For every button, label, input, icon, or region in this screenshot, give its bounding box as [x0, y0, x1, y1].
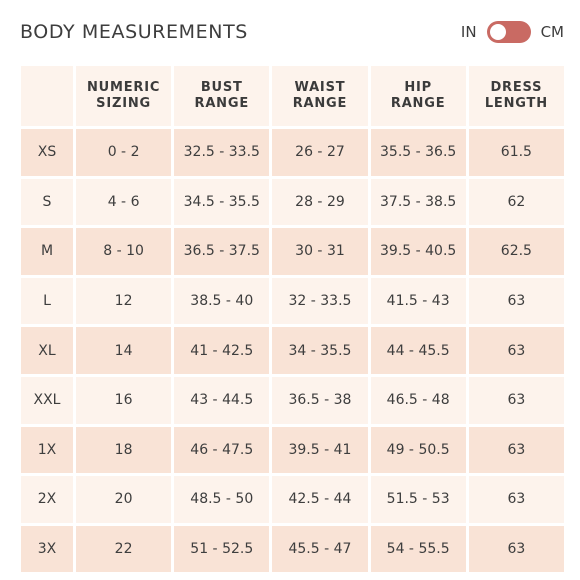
cell-hip-range: 37.5 - 38.5: [371, 179, 466, 226]
cell-dress-length: 63: [469, 526, 564, 573]
unit-label-cm[interactable]: CM: [541, 23, 564, 41]
page-title: BODY MEASUREMENTS: [20, 21, 248, 43]
unit-label-in[interactable]: IN: [461, 23, 477, 41]
cell-numeric-sizing: 16: [76, 377, 171, 424]
cell-size: S: [21, 179, 73, 226]
cell-size: L: [21, 278, 73, 325]
cell-dress-length: 63: [469, 377, 564, 424]
table-row: 1X 18 46 - 47.5 39.5 - 41 49 - 50.5 63: [21, 427, 564, 474]
column-header-waist-range: WAIST RANGE: [272, 66, 367, 126]
cell-hip-range: 51.5 - 53: [371, 476, 466, 523]
column-header-hip-range: HIP RANGE: [371, 66, 466, 126]
cell-numeric-sizing: 14: [76, 327, 171, 374]
table-row: XXL 16 43 - 44.5 36.5 - 38 46.5 - 48 63: [21, 377, 564, 424]
cell-hip-range: 54 - 55.5: [371, 526, 466, 573]
cell-waist-range: 39.5 - 41: [272, 427, 367, 474]
cell-numeric-sizing: 12: [76, 278, 171, 325]
cell-dress-length: 63: [469, 476, 564, 523]
unit-toggle: IN CM: [461, 21, 564, 43]
cell-waist-range: 45.5 - 47: [272, 526, 367, 573]
cell-bust-range: 36.5 - 37.5: [174, 228, 269, 275]
cell-size: 1X: [21, 427, 73, 474]
measurements-table: NUMERIC SIZING BUST RANGE WAIST RANGE HI…: [18, 63, 567, 575]
cell-hip-range: 35.5 - 36.5: [371, 129, 466, 176]
cell-dress-length: 61.5: [469, 129, 564, 176]
cell-hip-range: 49 - 50.5: [371, 427, 466, 474]
cell-size: XL: [21, 327, 73, 374]
size-chart: NUMERIC SIZING BUST RANGE WAIST RANGE HI…: [18, 63, 567, 575]
cell-size: 2X: [21, 476, 73, 523]
cell-size: XS: [21, 129, 73, 176]
column-header-size: [21, 66, 73, 126]
cell-bust-range: 43 - 44.5: [174, 377, 269, 424]
cell-bust-range: 38.5 - 40: [174, 278, 269, 325]
toggle-knob: [490, 24, 506, 40]
cell-dress-length: 62.5: [469, 228, 564, 275]
cell-size: M: [21, 228, 73, 275]
cell-hip-range: 44 - 45.5: [371, 327, 466, 374]
cell-numeric-sizing: 8 - 10: [76, 228, 171, 275]
cell-dress-length: 63: [469, 278, 564, 325]
column-header-bust-range: BUST RANGE: [174, 66, 269, 126]
cell-hip-range: 46.5 - 48: [371, 377, 466, 424]
cell-bust-range: 41 - 42.5: [174, 327, 269, 374]
unit-toggle-switch[interactable]: [487, 21, 531, 43]
cell-waist-range: 34 - 35.5: [272, 327, 367, 374]
table-row: 2X 20 48.5 - 50 42.5 - 44 51.5 - 53 63: [21, 476, 564, 523]
cell-size: 3X: [21, 526, 73, 573]
cell-hip-range: 39.5 - 40.5: [371, 228, 466, 275]
table-row: XL 14 41 - 42.5 34 - 35.5 44 - 45.5 63: [21, 327, 564, 374]
cell-bust-range: 46 - 47.5: [174, 427, 269, 474]
cell-dress-length: 63: [469, 327, 564, 374]
table-row: L 12 38.5 - 40 32 - 33.5 41.5 - 43 63: [21, 278, 564, 325]
cell-bust-range: 48.5 - 50: [174, 476, 269, 523]
cell-waist-range: 32 - 33.5: [272, 278, 367, 325]
cell-waist-range: 26 - 27: [272, 129, 367, 176]
cell-dress-length: 63: [469, 427, 564, 474]
cell-numeric-sizing: 22: [76, 526, 171, 573]
table-header-row: NUMERIC SIZING BUST RANGE WAIST RANGE HI…: [21, 66, 564, 126]
header: BODY MEASUREMENTS IN CM: [20, 14, 564, 50]
cell-numeric-sizing: 4 - 6: [76, 179, 171, 226]
cell-bust-range: 34.5 - 35.5: [174, 179, 269, 226]
table-row: 3X 22 51 - 52.5 45.5 - 47 54 - 55.5 63: [21, 526, 564, 573]
cell-bust-range: 32.5 - 33.5: [174, 129, 269, 176]
cell-bust-range: 51 - 52.5: [174, 526, 269, 573]
column-header-dress-length: DRESS LENGTH: [469, 66, 564, 126]
cell-numeric-sizing: 0 - 2: [76, 129, 171, 176]
cell-waist-range: 42.5 - 44: [272, 476, 367, 523]
column-header-numeric-sizing: NUMERIC SIZING: [76, 66, 171, 126]
table-row: XS 0 - 2 32.5 - 33.5 26 - 27 35.5 - 36.5 61.5: [21, 129, 564, 176]
cell-hip-range: 41.5 - 43: [371, 278, 466, 325]
cell-numeric-sizing: 18: [76, 427, 171, 474]
cell-numeric-sizing: 20: [76, 476, 171, 523]
cell-waist-range: 30 - 31: [272, 228, 367, 275]
cell-size: XXL: [21, 377, 73, 424]
cell-waist-range: 28 - 29: [272, 179, 367, 226]
cell-dress-length: 62: [469, 179, 564, 226]
cell-waist-range: 36.5 - 38: [272, 377, 367, 424]
table-body: XS 0 - 2 32.5 - 33.5 26 - 27 35.5 - 36.5 61.5…: [21, 129, 564, 572]
